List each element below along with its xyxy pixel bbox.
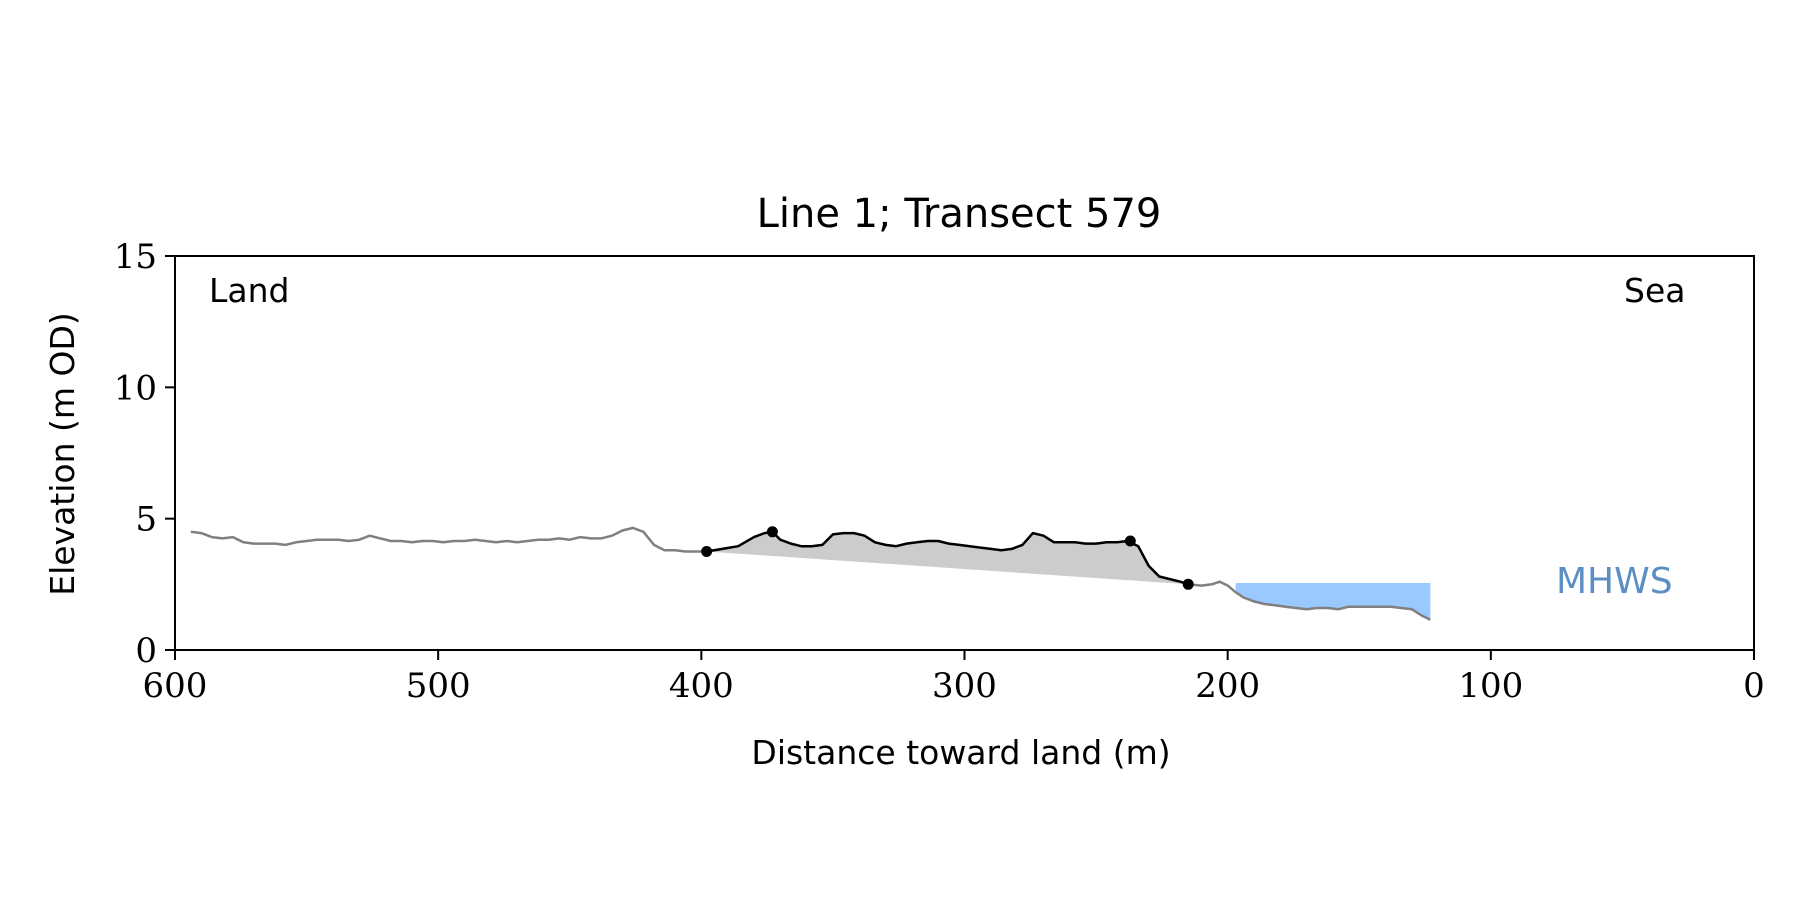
profile-line-seaward xyxy=(1188,580,1431,621)
dune-marker xyxy=(1182,578,1194,590)
y-tick-label: 5 xyxy=(135,500,157,540)
x-axis-label: Distance toward land (m) xyxy=(751,733,1170,772)
x-tick-label: 500 xyxy=(406,666,471,706)
sea-label: Sea xyxy=(1624,271,1685,310)
mhws-label: MHWS xyxy=(1556,561,1673,602)
water-area xyxy=(1235,583,1431,620)
y-tick-label: 10 xyxy=(114,368,157,408)
dune-marker xyxy=(701,546,713,557)
chart-title: Line 1; Transect 579 xyxy=(757,191,1162,237)
y-tick-label: 0 xyxy=(135,631,157,671)
axis-ticks: 600 500 400 300 200 100 0 0 5 10 15 xyxy=(114,237,1765,706)
land-label: Land xyxy=(209,271,289,310)
plot-area xyxy=(190,526,1431,621)
x-tick-label: 100 xyxy=(1458,666,1523,706)
profile-line-landward xyxy=(190,526,707,553)
dune-marker xyxy=(766,526,778,538)
dune-marker xyxy=(1124,535,1136,547)
y-tick-label: 15 xyxy=(114,237,157,277)
x-tick-label: 600 xyxy=(143,666,208,706)
x-tick-label: 200 xyxy=(1195,666,1260,706)
dune-profile-line xyxy=(706,530,1189,586)
x-tick-label: 400 xyxy=(669,666,734,706)
y-axis-label: Elevation (m OD) xyxy=(43,312,82,596)
axes-frame xyxy=(174,255,1755,651)
x-tick-label: 300 xyxy=(932,666,997,706)
x-tick-label: 0 xyxy=(1743,666,1765,706)
dune-volume-area xyxy=(706,531,1189,585)
